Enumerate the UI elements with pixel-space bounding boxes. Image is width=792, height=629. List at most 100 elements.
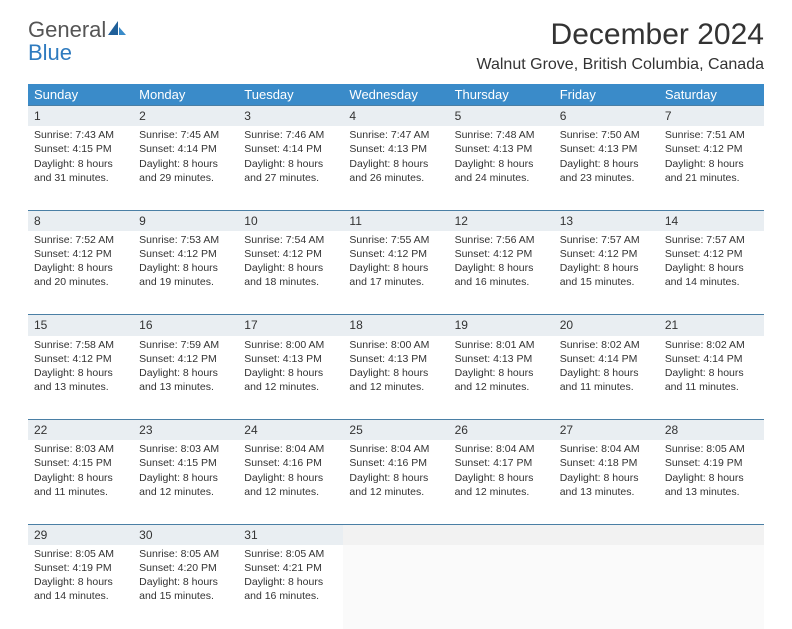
day-cell: Sunrise: 7:53 AMSunset: 4:12 PMDaylight:… bbox=[133, 231, 238, 315]
day-number: 22 bbox=[28, 420, 133, 441]
title-block: December 2024 Walnut Grove, British Colu… bbox=[476, 18, 764, 74]
daylight-text: Daylight: 8 hours and 14 minutes. bbox=[665, 261, 758, 289]
day-number: 5 bbox=[449, 106, 554, 127]
day-cell: Sunrise: 7:54 AMSunset: 4:12 PMDaylight:… bbox=[238, 231, 343, 315]
daylight-text: Daylight: 8 hours and 18 minutes. bbox=[244, 261, 337, 289]
sunset-text: Sunset: 4:20 PM bbox=[139, 561, 232, 575]
sunset-text: Sunset: 4:13 PM bbox=[455, 352, 548, 366]
daylight-text: Daylight: 8 hours and 12 minutes. bbox=[349, 366, 442, 394]
day-cell: Sunrise: 7:46 AMSunset: 4:14 PMDaylight:… bbox=[238, 126, 343, 210]
weekday-header-row: Sunday Monday Tuesday Wednesday Thursday… bbox=[28, 84, 764, 106]
sunset-text: Sunset: 4:12 PM bbox=[560, 247, 653, 261]
month-title: December 2024 bbox=[476, 18, 764, 52]
day-cell: Sunrise: 8:02 AMSunset: 4:14 PMDaylight:… bbox=[659, 336, 764, 420]
day-number-row: 15161718192021 bbox=[28, 315, 764, 336]
day-number: 12 bbox=[449, 210, 554, 231]
day-number: 30 bbox=[133, 524, 238, 545]
day-number: 23 bbox=[133, 420, 238, 441]
sunrise-text: Sunrise: 7:55 AM bbox=[349, 233, 442, 247]
day-number bbox=[449, 524, 554, 545]
day-number: 13 bbox=[554, 210, 659, 231]
sunset-text: Sunset: 4:14 PM bbox=[244, 142, 337, 156]
day-number: 25 bbox=[343, 420, 448, 441]
day-content-row: Sunrise: 7:43 AMSunset: 4:15 PMDaylight:… bbox=[28, 126, 764, 210]
sunset-text: Sunset: 4:21 PM bbox=[244, 561, 337, 575]
daylight-text: Daylight: 8 hours and 19 minutes. bbox=[139, 261, 232, 289]
sunrise-text: Sunrise: 7:47 AM bbox=[349, 128, 442, 142]
sunset-text: Sunset: 4:13 PM bbox=[560, 142, 653, 156]
day-cell: Sunrise: 7:55 AMSunset: 4:12 PMDaylight:… bbox=[343, 231, 448, 315]
day-cell bbox=[343, 545, 448, 629]
weekday-header: Tuesday bbox=[238, 84, 343, 106]
day-cell: Sunrise: 7:47 AMSunset: 4:13 PMDaylight:… bbox=[343, 126, 448, 210]
daylight-text: Daylight: 8 hours and 13 minutes. bbox=[560, 471, 653, 499]
location: Walnut Grove, British Columbia, Canada bbox=[476, 56, 764, 74]
sunrise-text: Sunrise: 7:51 AM bbox=[665, 128, 758, 142]
daylight-text: Daylight: 8 hours and 11 minutes. bbox=[665, 366, 758, 394]
day-cell: Sunrise: 7:52 AMSunset: 4:12 PMDaylight:… bbox=[28, 231, 133, 315]
day-number: 19 bbox=[449, 315, 554, 336]
weekday-header: Monday bbox=[133, 84, 238, 106]
sunset-text: Sunset: 4:15 PM bbox=[34, 142, 127, 156]
sunrise-text: Sunrise: 7:56 AM bbox=[455, 233, 548, 247]
daylight-text: Daylight: 8 hours and 12 minutes. bbox=[349, 471, 442, 499]
sunrise-text: Sunrise: 7:50 AM bbox=[560, 128, 653, 142]
sunset-text: Sunset: 4:12 PM bbox=[139, 247, 232, 261]
sunset-text: Sunset: 4:12 PM bbox=[244, 247, 337, 261]
sunset-text: Sunset: 4:13 PM bbox=[349, 352, 442, 366]
sunrise-text: Sunrise: 7:54 AM bbox=[244, 233, 337, 247]
day-number: 6 bbox=[554, 106, 659, 127]
sunset-text: Sunset: 4:12 PM bbox=[349, 247, 442, 261]
day-cell: Sunrise: 8:05 AMSunset: 4:21 PMDaylight:… bbox=[238, 545, 343, 629]
daylight-text: Daylight: 8 hours and 27 minutes. bbox=[244, 157, 337, 185]
sunset-text: Sunset: 4:15 PM bbox=[34, 456, 127, 470]
day-number: 3 bbox=[238, 106, 343, 127]
day-number: 26 bbox=[449, 420, 554, 441]
day-cell: Sunrise: 8:04 AMSunset: 4:18 PMDaylight:… bbox=[554, 440, 659, 524]
sunrise-text: Sunrise: 8:05 AM bbox=[244, 547, 337, 561]
sunrise-text: Sunrise: 7:45 AM bbox=[139, 128, 232, 142]
daylight-text: Daylight: 8 hours and 11 minutes. bbox=[560, 366, 653, 394]
day-number: 11 bbox=[343, 210, 448, 231]
daylight-text: Daylight: 8 hours and 31 minutes. bbox=[34, 157, 127, 185]
day-number: 2 bbox=[133, 106, 238, 127]
day-cell: Sunrise: 7:57 AMSunset: 4:12 PMDaylight:… bbox=[554, 231, 659, 315]
logo-word-general: General bbox=[28, 17, 106, 42]
daylight-text: Daylight: 8 hours and 23 minutes. bbox=[560, 157, 653, 185]
daylight-text: Daylight: 8 hours and 20 minutes. bbox=[34, 261, 127, 289]
day-number: 20 bbox=[554, 315, 659, 336]
day-number-row: 293031 bbox=[28, 524, 764, 545]
sunset-text: Sunset: 4:13 PM bbox=[349, 142, 442, 156]
daylight-text: Daylight: 8 hours and 16 minutes. bbox=[455, 261, 548, 289]
day-cell: Sunrise: 7:45 AMSunset: 4:14 PMDaylight:… bbox=[133, 126, 238, 210]
sunset-text: Sunset: 4:13 PM bbox=[455, 142, 548, 156]
sunset-text: Sunset: 4:12 PM bbox=[139, 352, 232, 366]
sunrise-text: Sunrise: 8:05 AM bbox=[34, 547, 127, 561]
logo: General Blue bbox=[28, 18, 128, 64]
day-cell: Sunrise: 7:48 AMSunset: 4:13 PMDaylight:… bbox=[449, 126, 554, 210]
sunset-text: Sunset: 4:17 PM bbox=[455, 456, 548, 470]
day-cell bbox=[449, 545, 554, 629]
day-number: 4 bbox=[343, 106, 448, 127]
day-number: 21 bbox=[659, 315, 764, 336]
sunset-text: Sunset: 4:12 PM bbox=[34, 352, 127, 366]
daylight-text: Daylight: 8 hours and 13 minutes. bbox=[34, 366, 127, 394]
sunset-text: Sunset: 4:15 PM bbox=[139, 456, 232, 470]
day-cell: Sunrise: 8:03 AMSunset: 4:15 PMDaylight:… bbox=[133, 440, 238, 524]
day-cell: Sunrise: 7:51 AMSunset: 4:12 PMDaylight:… bbox=[659, 126, 764, 210]
daylight-text: Daylight: 8 hours and 15 minutes. bbox=[560, 261, 653, 289]
day-number: 1 bbox=[28, 106, 133, 127]
sunset-text: Sunset: 4:19 PM bbox=[34, 561, 127, 575]
day-number: 15 bbox=[28, 315, 133, 336]
day-number: 17 bbox=[238, 315, 343, 336]
sunrise-text: Sunrise: 8:04 AM bbox=[244, 442, 337, 456]
logo-word-blue: Blue bbox=[28, 40, 72, 65]
daylight-text: Daylight: 8 hours and 29 minutes. bbox=[139, 157, 232, 185]
header: General Blue December 2024 Walnut Grove,… bbox=[28, 18, 764, 74]
day-number: 24 bbox=[238, 420, 343, 441]
day-cell: Sunrise: 7:43 AMSunset: 4:15 PMDaylight:… bbox=[28, 126, 133, 210]
day-cell: Sunrise: 8:02 AMSunset: 4:14 PMDaylight:… bbox=[554, 336, 659, 420]
day-number: 31 bbox=[238, 524, 343, 545]
daylight-text: Daylight: 8 hours and 12 minutes. bbox=[244, 366, 337, 394]
day-cell: Sunrise: 7:59 AMSunset: 4:12 PMDaylight:… bbox=[133, 336, 238, 420]
